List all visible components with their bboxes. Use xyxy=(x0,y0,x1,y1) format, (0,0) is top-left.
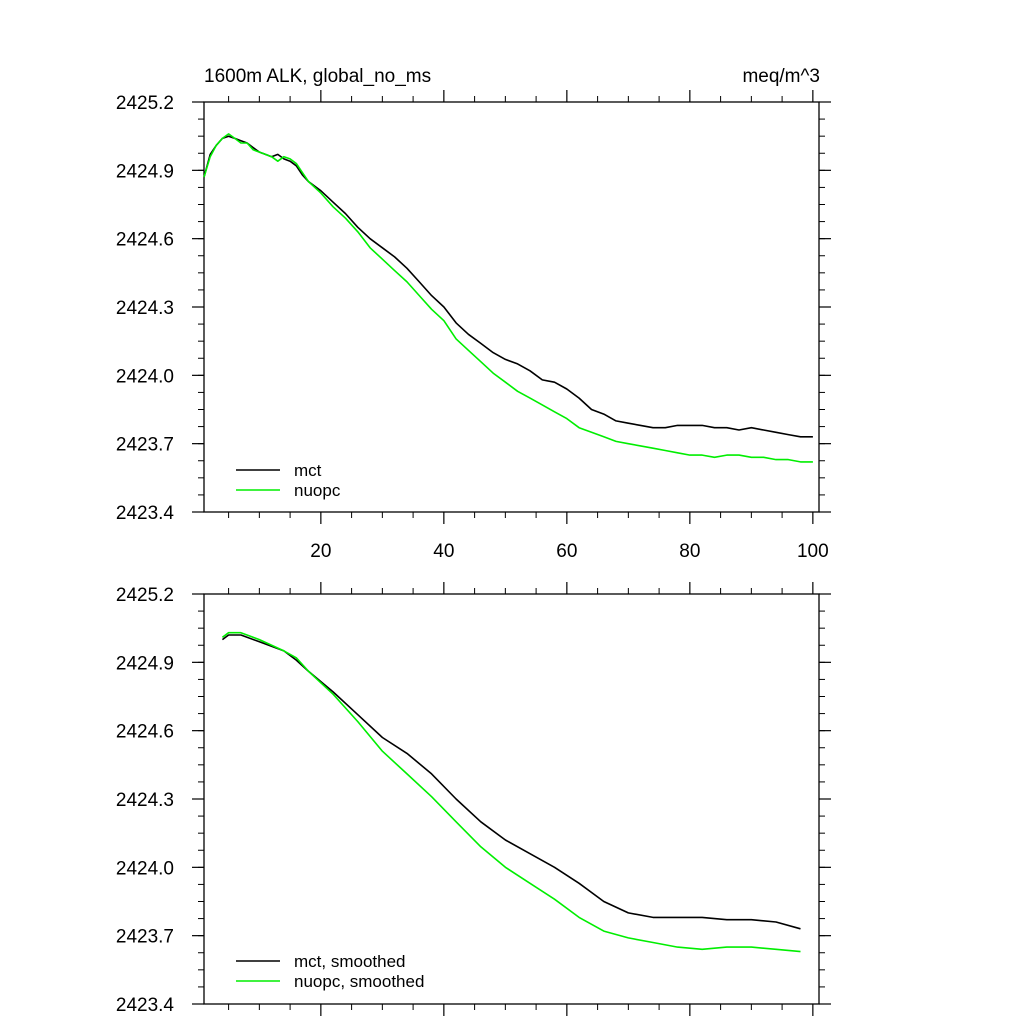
x-tick-label: 100 xyxy=(797,541,829,562)
y-tick-label: 2423.4 xyxy=(116,995,175,1016)
panel-title: 1600m ALK, global_no_ms xyxy=(204,66,431,87)
x-axis: 20 40 60 80 100 xyxy=(228,90,829,562)
panel-units: meq/m^3 xyxy=(742,66,820,87)
x-axis xyxy=(228,582,814,1016)
series-lines xyxy=(221,631,801,953)
legend-label-mct: mct xyxy=(294,461,322,480)
legend-label-nuopc-smoothed: nuopc, smoothed xyxy=(294,972,424,991)
series-line-nuopc-smoothed xyxy=(221,631,801,953)
y-tick-label: 2425.2 xyxy=(116,93,174,114)
y-tick-label: 2424.3 xyxy=(116,790,174,811)
x-tick-label: 80 xyxy=(679,541,700,562)
y-axis: 2423.4 2423.7 2424.0 2424.3 2424.6 2424.9 2425… xyxy=(116,585,831,1016)
bottom-panel: 2423.4 2423.7 2424.0 2424.3 2424.6 2424.9 2425… xyxy=(116,582,831,1016)
top-panel: 1600m ALK, global_no_ms meq/m^3 2423.424… xyxy=(116,66,831,562)
y-tick-label: 2423.7 xyxy=(116,927,174,948)
y-tick-label: 2424.6 xyxy=(116,230,174,251)
y-tick-label: 2425.2 xyxy=(116,585,174,606)
y-tick-label: 2424.0 xyxy=(116,858,174,879)
y-tick-label: 2424.6 xyxy=(116,722,174,743)
y-tick-label: 2424.0 xyxy=(116,366,174,387)
y-tick-label: 2424.3 xyxy=(116,298,174,319)
x-tick-label: 40 xyxy=(433,541,454,562)
legend: mct nuopc xyxy=(236,461,341,500)
y-tick-label: 2424.9 xyxy=(116,653,174,674)
x-tick-label: 60 xyxy=(556,541,577,562)
y-tick-label: 2423.7 xyxy=(116,435,174,456)
y-tick-label: 2424.9 xyxy=(116,161,174,182)
y-axis: 2423.4 2423.7 2424.0 2424.3 2424.6 2424.9 2425… xyxy=(116,93,831,524)
series-line-nuopc xyxy=(203,133,813,463)
legend-label-nuopc: nuopc xyxy=(294,481,341,500)
series-lines xyxy=(203,133,813,463)
x-tick-label: 20 xyxy=(310,541,331,562)
legend: mct, smoothed nuopc, smoothed xyxy=(236,952,424,991)
legend-label-mct-smoothed: mct, smoothed xyxy=(294,952,406,971)
y-tick-label: 2423.4 xyxy=(116,503,175,524)
